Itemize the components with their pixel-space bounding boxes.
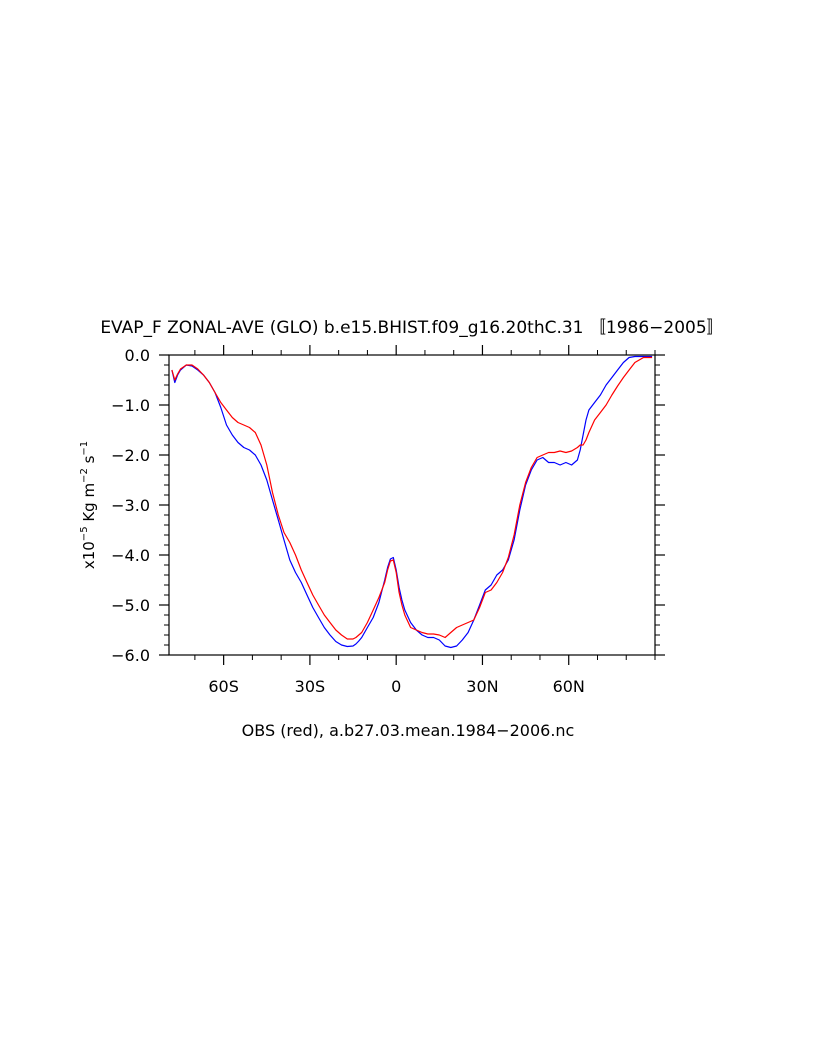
y-axis-label: x10−5 Kg m−2 s−1: [79, 441, 98, 569]
y-label-exp-2: −2: [79, 468, 90, 483]
plot-frame: [168, 354, 656, 656]
chart-title: EVAP_F ZONAL-AVE (GLO) b.e15.BHIST.f09_g…: [100, 318, 723, 338]
y-label-prefix: x10: [80, 541, 98, 569]
x-tick-label: 30S: [295, 677, 326, 696]
y-tick-label: −4.0: [111, 546, 150, 565]
y-label-exp-3: −1: [79, 441, 90, 456]
axis-ticks: [159, 345, 665, 665]
y-tick-label: 0.0: [125, 346, 150, 365]
y-tick-label: −1.0: [111, 396, 150, 415]
y-label-unit-a: Kg m: [80, 483, 98, 527]
y-tick-label: −2.0: [111, 446, 150, 465]
y-tick-label: −6.0: [111, 646, 150, 665]
y-label-exp-1: −5: [79, 526, 90, 541]
x-tick-label: 60N: [553, 677, 585, 696]
axis-tick-labels: 60S 30S 0 30N 60N 0.0 −1.0 −2.0 −3.0 −4.0 −5.0 −6.0: [111, 346, 585, 696]
y-tick-label: −5.0: [111, 596, 150, 615]
x-axis-caption: OBS (red), a.b27.03.mean.1984−2006.nc: [242, 721, 575, 740]
x-tick-label: 30N: [466, 677, 498, 696]
x-tick-label: 60S: [208, 677, 239, 696]
y-label-unit-b: s: [80, 455, 98, 468]
y-tick-label: −3.0: [111, 496, 150, 515]
series-line-0: [171, 355, 653, 649]
series-line-1: [171, 356, 653, 640]
svg-text:x10−5 Kg m−2 s−1: x10−5 Kg m−2 s−1: [79, 441, 98, 569]
x-tick-label: 0: [391, 677, 401, 696]
data-series: [171, 355, 653, 649]
